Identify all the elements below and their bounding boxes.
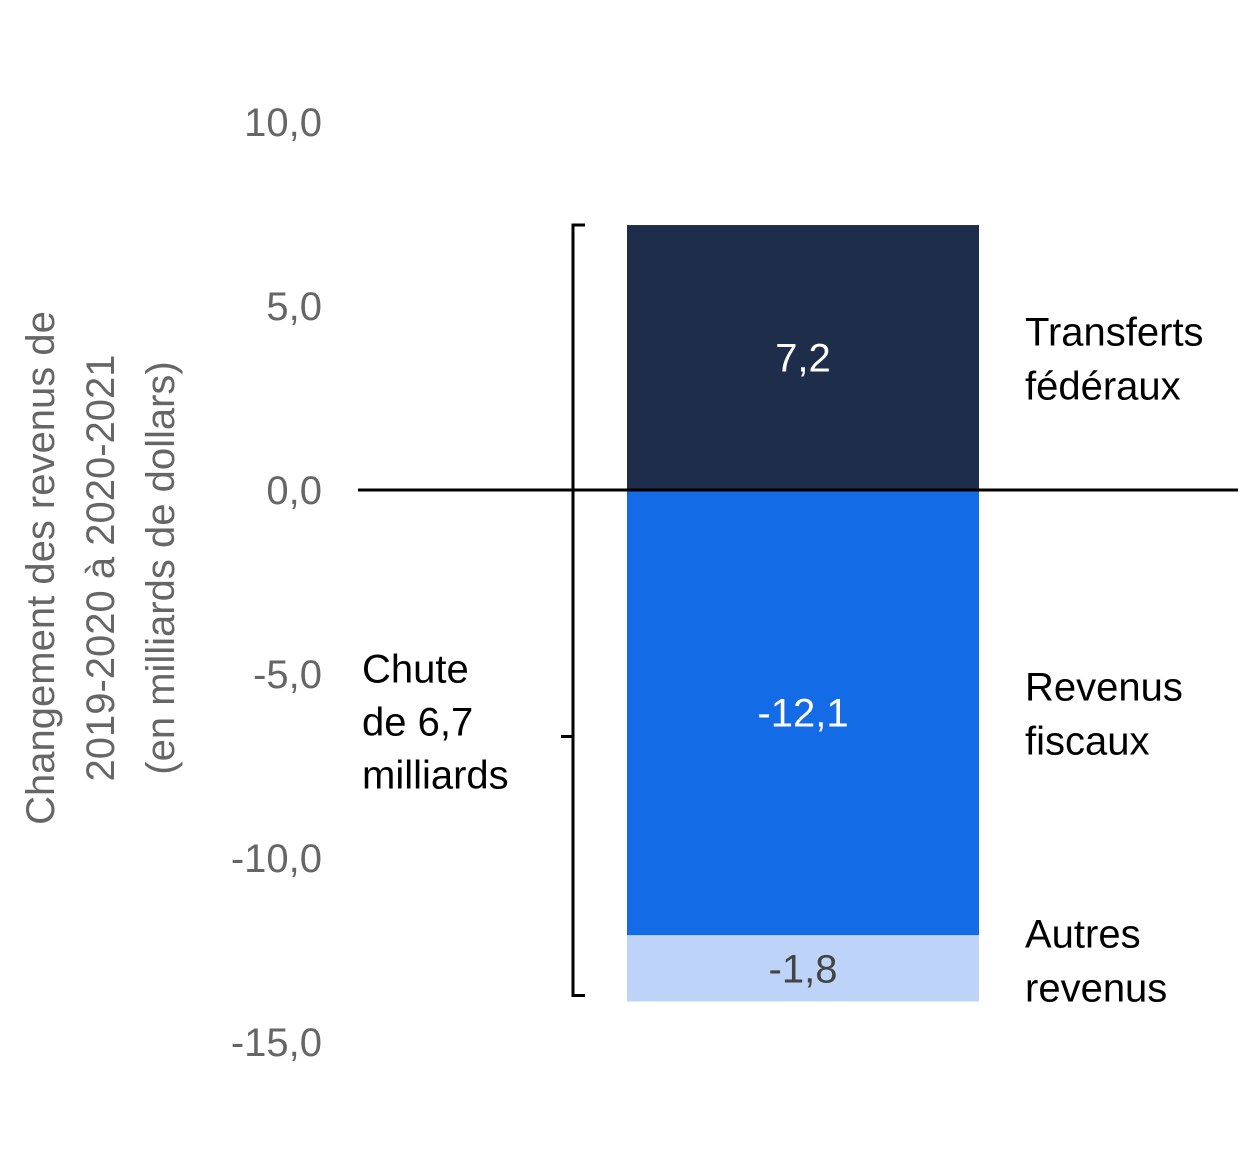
y-tick-label: 5,0	[266, 285, 322, 329]
bar-segment	[627, 935, 979, 1002]
total-bracket	[561, 223, 585, 998]
segment-value-labels: 7,2 -12,1 -1,8	[757, 337, 848, 992]
bar-segments	[627, 225, 979, 1002]
bar-segment	[627, 225, 979, 491]
segment-name-line: fédéraux	[1025, 365, 1181, 409]
y-tick-label: -10,0	[231, 837, 322, 881]
segment-name-line: revenus	[1025, 967, 1167, 1011]
segment-value-label: -1,8	[769, 947, 838, 991]
segment-name-line: fiscaux	[1025, 720, 1150, 764]
y-axis-ticks: 10,0 5,0 0,0 -5,0 -10,0 -15,0	[231, 101, 322, 1065]
segment-name-line: Revenus	[1025, 666, 1183, 710]
y-tick-label: 10,0	[244, 101, 322, 145]
segment-name-line: Autres	[1025, 913, 1141, 957]
bar-segment	[627, 490, 979, 936]
y-axis-title-line: Changement des revenus de	[19, 311, 63, 825]
y-axis-label: Changement des revenus de 2019-2020 à 202…	[19, 311, 183, 825]
annotation-line: milliards	[362, 754, 509, 798]
y-tick-label: -15,0	[231, 1021, 322, 1065]
total-annotation: Chute de 6,7 milliards	[362, 648, 509, 798]
y-axis-title-line: (en milliards de dollars)	[139, 361, 183, 774]
segment-name-line: Transferts	[1025, 311, 1204, 355]
y-tick-label: -5,0	[253, 653, 322, 697]
y-axis-title-line: 2019-2020 à 2020-2021	[79, 354, 123, 781]
annotation-line: de 6,7	[362, 701, 473, 745]
segment-value-label: 7,2	[775, 337, 831, 381]
y-tick-label: 0,0	[266, 469, 322, 513]
annotation-line: Chute	[362, 648, 469, 692]
segment-names: Transferts fédéraux Revenus fiscaux Autres re…	[1025, 311, 1204, 1011]
segment-value-label: -12,1	[757, 692, 848, 736]
